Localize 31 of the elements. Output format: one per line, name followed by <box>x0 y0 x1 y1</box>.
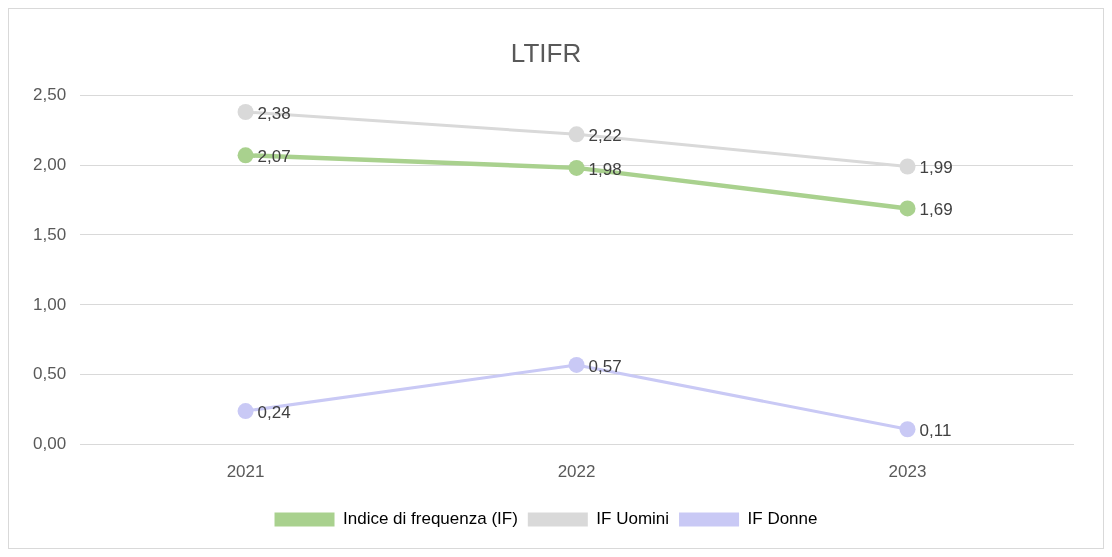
point <box>568 356 585 373</box>
point <box>899 200 916 217</box>
point <box>568 159 585 176</box>
data-label: 2,38 <box>257 103 291 123</box>
legend-label: IF Donne <box>747 509 818 529</box>
y-tick-label: 1,00 <box>32 294 67 314</box>
data-label: 0,24 <box>257 402 291 422</box>
data-label: 0,57 <box>588 356 622 376</box>
y-tick-label: 0,00 <box>32 434 67 454</box>
y-tick-label: 1,50 <box>32 224 67 244</box>
data-label: 2,22 <box>588 126 622 146</box>
y-tick-label: 2,00 <box>32 154 67 174</box>
x-tick-label: 2021 <box>226 462 265 482</box>
point <box>899 158 916 175</box>
x-tick-label: 2023 <box>888 462 927 482</box>
legend-label: Indice di frequenza (IF) <box>343 509 518 529</box>
point <box>237 103 254 120</box>
data-label: 0,11 <box>919 420 952 440</box>
x-tick-label: 2022 <box>557 462 596 482</box>
data-label: 2,07 <box>257 146 291 166</box>
point <box>899 421 916 438</box>
y-tick-label: 2,50 <box>32 84 67 104</box>
chart-title: LTIFR <box>510 37 582 68</box>
point <box>237 147 254 164</box>
y-tick-label: 0,50 <box>32 364 67 384</box>
data-label: 1,69 <box>919 200 953 220</box>
point <box>568 126 585 143</box>
data-label: 1,98 <box>588 159 622 179</box>
data-label: 1,99 <box>919 158 953 178</box>
legend-label: IF Uomini <box>596 509 670 529</box>
point <box>237 403 254 420</box>
